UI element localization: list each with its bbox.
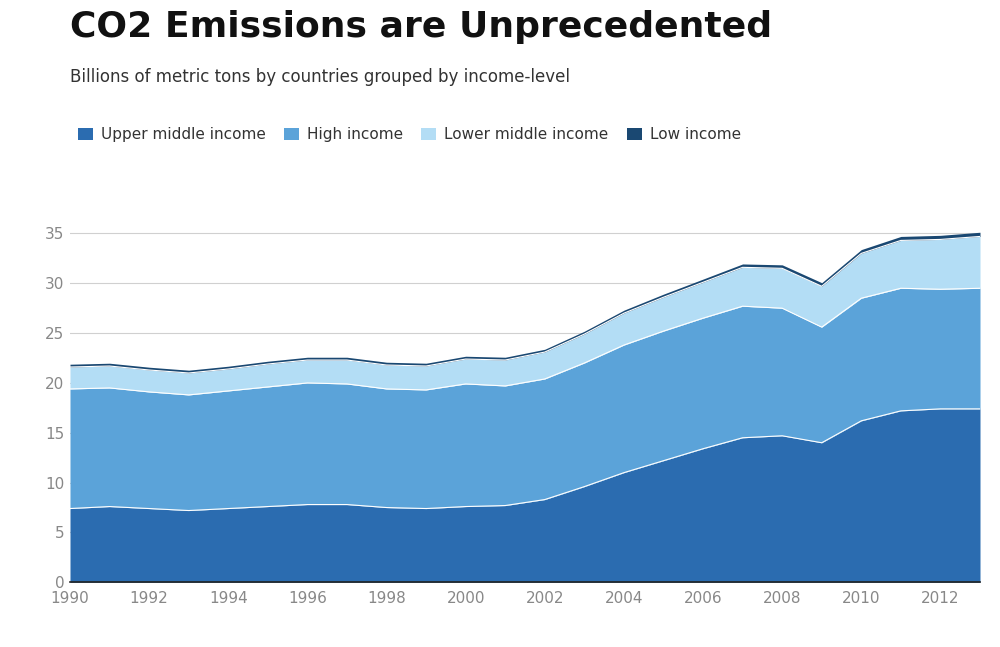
Legend: Upper middle income, High income, Lower middle income, Low income: Upper middle income, High income, Lower … — [78, 127, 741, 142]
Text: Billions of metric tons by countries grouped by income-level: Billions of metric tons by countries gro… — [70, 68, 570, 86]
Text: CO2 Emissions are Unprecedented: CO2 Emissions are Unprecedented — [70, 10, 772, 44]
